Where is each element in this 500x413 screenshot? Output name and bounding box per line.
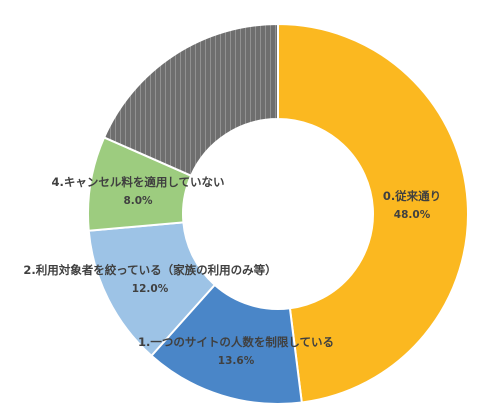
slice-3-label: 4.キャンセル料を適用していない <box>51 175 224 189</box>
slice-1-label: 1.一つのサイトの人数を制限している <box>138 335 334 349</box>
slice-3-value: 8.0% <box>123 195 153 207</box>
slice-2-value: 12.0% <box>132 283 169 295</box>
slice-0-value: 48.0% <box>394 209 431 221</box>
slice-1-value: 13.6% <box>218 355 255 367</box>
labels-group: 0.従来通り 48.0% 1.一つのサイトの人数を制限している 13.6% 2.利用対象… <box>23 175 441 367</box>
slice-0-label: 0.従来通り <box>383 189 441 203</box>
slice-2-label: 2.利用対象者を絞っている（家族の利用のみ等） <box>23 263 276 277</box>
slices-group <box>87 22 470 405</box>
slice-0 <box>277 22 470 404</box>
slice-4 <box>102 22 279 178</box>
